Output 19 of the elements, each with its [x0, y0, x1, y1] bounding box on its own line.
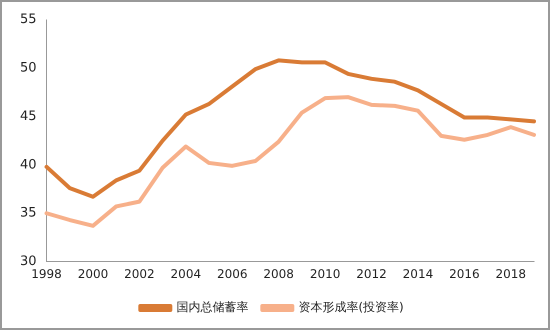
- y-tick-label: 50: [20, 60, 37, 76]
- x-tick-label: 2000: [78, 266, 108, 281]
- y-tick-label: 55: [20, 12, 37, 28]
- y-tick-label: 30: [20, 254, 37, 269]
- y-tick-label: 35: [20, 206, 37, 221]
- x-tick-label: 1998: [31, 266, 62, 281]
- y-tick-label: 45: [20, 108, 37, 124]
- x-tick-label: 2016: [449, 266, 480, 281]
- x-tick-label: 2006: [216, 266, 248, 281]
- x-tick-label: 2018: [496, 266, 526, 281]
- x-tick-label: 2004: [170, 266, 202, 281]
- x-tick-label: 2012: [356, 266, 387, 281]
- x-tick-label: 2010: [310, 266, 340, 281]
- x-tick-label: 2002: [124, 266, 155, 281]
- x-tick-label: 2014: [402, 266, 434, 281]
- legend-label: 国内总储蓄率: [176, 300, 248, 314]
- x-tick-label: 2008: [263, 266, 294, 281]
- legend-label: 资本形成率(投资率): [298, 300, 404, 314]
- y-tick-label: 40: [20, 157, 37, 172]
